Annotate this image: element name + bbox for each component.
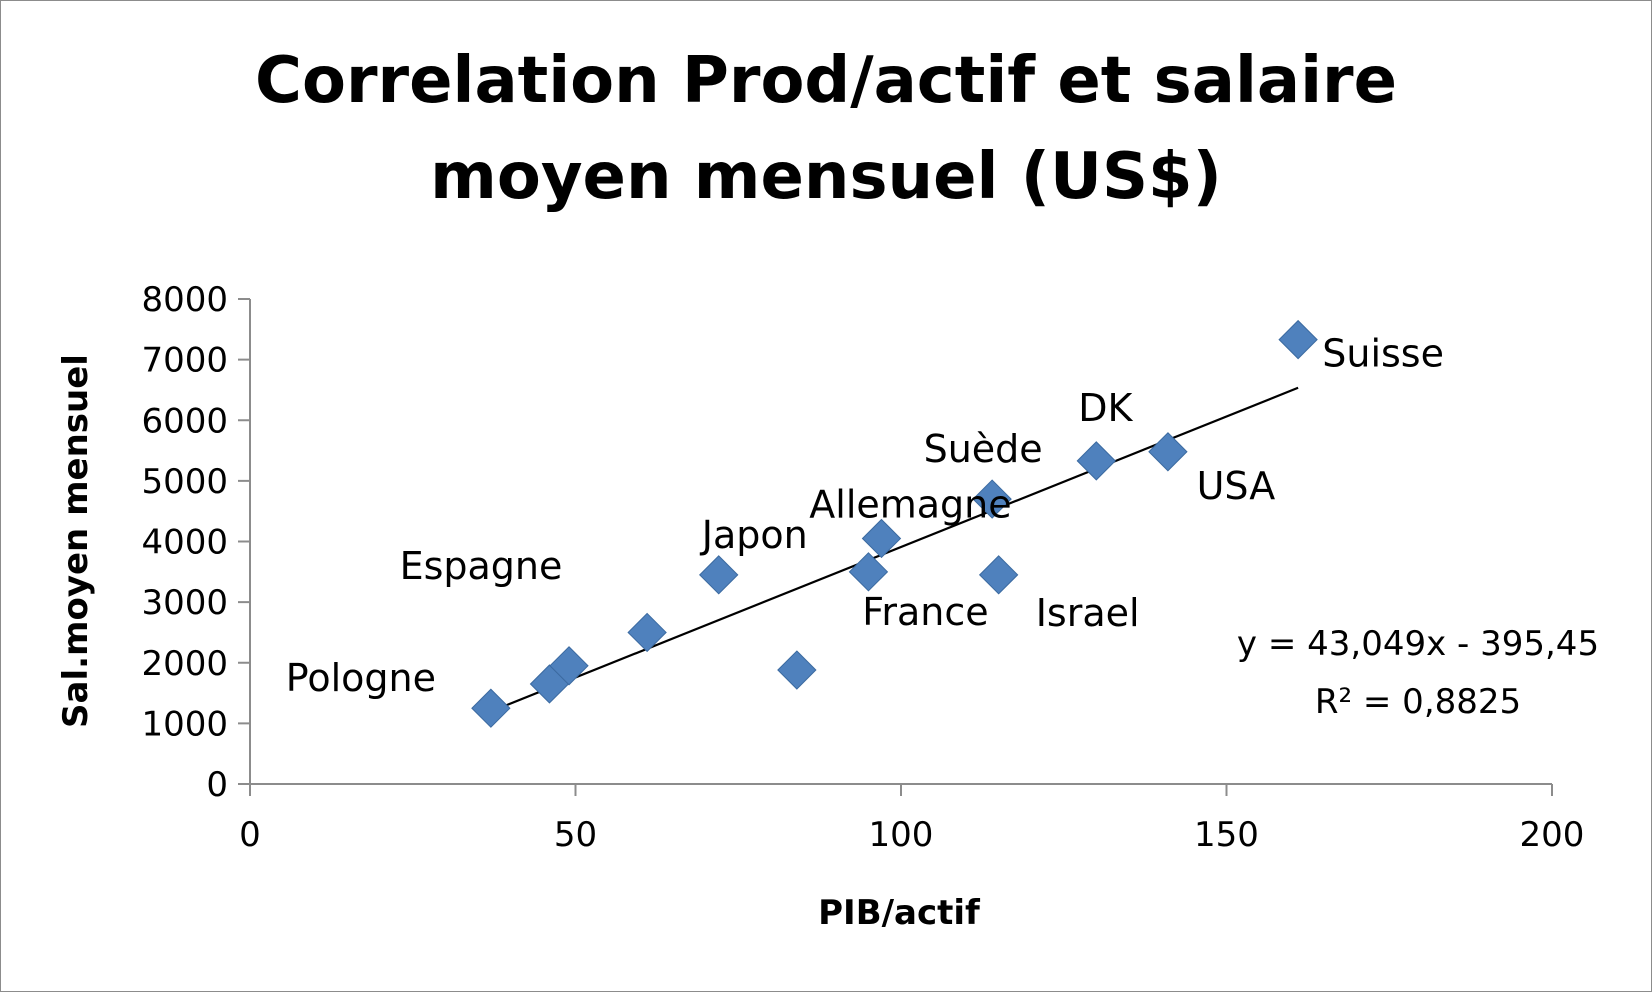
data-point-marker <box>549 646 589 686</box>
data-point-marker <box>1076 441 1117 481</box>
trendline-r-squared: R² = 0,8825 <box>1315 682 1521 722</box>
data-point-marker <box>848 552 889 592</box>
x-tick-label: 0 <box>239 815 261 855</box>
trendline-group <box>490 386 1299 713</box>
data-point-marker <box>471 688 511 728</box>
x-tick-label: 200 <box>1520 815 1585 855</box>
data-point-label: Espagne <box>400 544 563 588</box>
data-point-marker <box>699 555 739 595</box>
data-point-marker <box>627 612 667 653</box>
data-point-label: Japon <box>700 513 808 557</box>
data-point-label: Suède <box>924 427 1043 471</box>
data-point-marker <box>972 479 1012 519</box>
data-point-marker <box>1278 319 1318 360</box>
x-axis-title: PIB/actif <box>818 893 981 933</box>
y-tick-label: 3000 <box>141 583 228 623</box>
trendline-equation: y = 43,049x - 395,45 <box>1237 624 1599 664</box>
y-tick-label: 4000 <box>141 523 228 563</box>
data-point-marker <box>861 518 902 559</box>
point-labels-group: Pologne Espagne Japon France Allemagne Suède I… <box>286 332 1444 701</box>
data-point-label: Allemagne <box>809 482 1011 526</box>
y-tick-label: 5000 <box>141 462 228 502</box>
y-tick-label: 1000 <box>141 704 228 744</box>
y-tick-label: 8000 <box>141 280 228 320</box>
data-point-marker <box>777 650 817 690</box>
y-tick-label: 6000 <box>141 401 228 441</box>
data-point-label: USA <box>1197 464 1276 508</box>
markers-group <box>471 319 1318 728</box>
x-tick-label: 100 <box>869 815 934 855</box>
trendline <box>490 386 1299 713</box>
x-tick-label: 50 <box>554 815 597 855</box>
axes: 0 1000 2000 3000 4000 5000 6000 7000 8000 0 50 100 1… <box>141 280 1584 855</box>
y-tick-label: 2000 <box>141 644 228 684</box>
data-point-label: Israel <box>1036 591 1140 635</box>
y-tick-label: 7000 <box>141 341 228 381</box>
data-point-label: Pologne <box>286 656 436 700</box>
y-tick-label: 0 <box>206 765 228 805</box>
data-point-marker <box>978 555 1019 595</box>
data-point-label: France <box>862 590 988 634</box>
x-tick-label: 150 <box>1194 815 1259 855</box>
data-point-label: DK <box>1078 386 1133 430</box>
y-axis-title: Sal.moyen mensuel <box>56 354 96 728</box>
data-point-marker <box>1148 432 1188 472</box>
chart-title-line-1: Correlation Prod/actif et salaire <box>255 44 1397 118</box>
chart-title-line-2: moyen mensuel (US$) <box>430 140 1222 214</box>
data-point-label: Suisse <box>1322 332 1444 376</box>
